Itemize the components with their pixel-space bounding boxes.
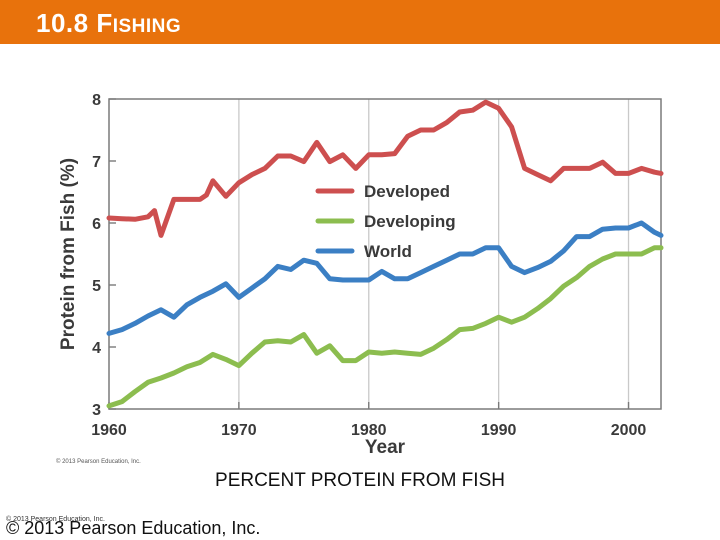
y-tick-label: 4 — [92, 340, 101, 357]
x-tick-label: 1970 — [221, 422, 257, 439]
copyright-notice-small: © 2013 Pearson Education, Inc. — [6, 516, 105, 523]
figure-caption: PERCENT PROTEIN FROM FISH — [215, 470, 505, 491]
x-tick-label: 1990 — [481, 422, 517, 439]
x-tick-label: 2000 — [611, 422, 647, 439]
legend-label-developed: Developed — [364, 182, 450, 201]
y-tick-label: 7 — [92, 154, 101, 171]
y-tick-label: 3 — [92, 402, 101, 419]
legend-label-developing: Developing — [364, 212, 456, 231]
series-line-developing — [106, 245, 664, 409]
y-tick-label: 6 — [92, 216, 101, 233]
chart-credit: © 2013 Pearson Education, Inc. — [56, 458, 141, 465]
copyright-notice: © 2013 Pearson Education, Inc. — [6, 518, 261, 538]
plot-frame — [108, 98, 662, 410]
plot-area — [109, 99, 661, 409]
x-tick-label: 1980 — [351, 422, 387, 439]
y-tick-label: 8 — [92, 92, 101, 109]
series-line-world — [106, 220, 664, 336]
y-axis-label: Protein from Fish (%) — [58, 158, 79, 350]
header-bar — [0, 0, 720, 44]
y-tick-label: 5 — [92, 278, 101, 295]
title-number: 10.8 — [36, 8, 97, 38]
legend-label-world: World — [364, 242, 412, 261]
x-axis-label: Year — [365, 437, 406, 458]
slide-title: 10.8 FISHING — [36, 8, 181, 39]
protein-chart: 3 4 5 6 7 8 1960 1970 1980 1990 2000 Year Protein fr… — [56, 92, 664, 465]
x-tick-label: 1960 — [91, 422, 127, 439]
title-first-letter: F — [96, 8, 113, 38]
title-rest: ISHING — [112, 16, 182, 37]
series-line-developed — [106, 99, 664, 238]
